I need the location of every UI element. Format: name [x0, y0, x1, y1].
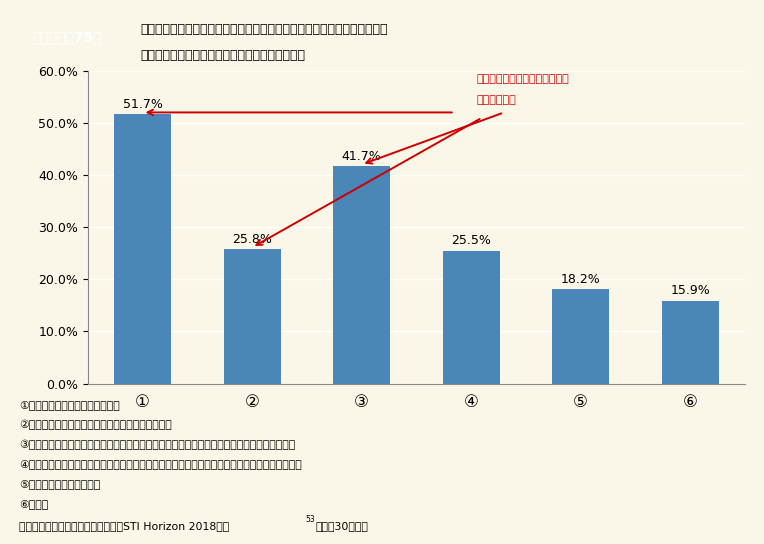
- Text: 戺る際のポストやその手続きに: 戺る際のポストやその手続きに: [477, 74, 569, 84]
- Text: ⑥その他: ⑥その他: [19, 499, 48, 509]
- Bar: [333, 166, 390, 384]
- Text: 弊害を感じる: 弊害を感じる: [477, 95, 516, 104]
- Text: 資料：科学技術・学術政策研究所『STI Horizon 2018夏号: 資料：科学技術・学術政策研究所『STI Horizon 2018夏号: [19, 522, 229, 531]
- Text: と又は感じたことは何ですか」に対する回答結果: と又は感じたことは何ですか」に対する回答結果: [141, 50, 306, 62]
- Text: 海外ポスドク経験者に対する問い「日本に戺る際に弊害となると感じるこ: 海外ポスドク経験者に対する問い「日本に戺る際に弊害となると感じるこ: [141, 23, 388, 36]
- Text: ⑤特に障害はないと感じる: ⑤特に障害はないと感じる: [19, 479, 100, 489]
- Text: 18.2%: 18.2%: [561, 273, 601, 286]
- Bar: [662, 301, 719, 384]
- Text: 53: 53: [305, 515, 315, 524]
- Text: 第１－１－75図: 第１－１－75図: [32, 30, 102, 44]
- Text: （平成30年）』: （平成30年）』: [316, 522, 368, 531]
- Bar: [552, 289, 609, 384]
- Text: 41.7%: 41.7%: [342, 150, 381, 163]
- Text: 25.5%: 25.5%: [452, 234, 491, 248]
- Text: 51.7%: 51.7%: [123, 98, 163, 111]
- Bar: [442, 251, 500, 384]
- Bar: [224, 249, 280, 384]
- Text: 25.8%: 25.8%: [232, 233, 272, 246]
- Text: ②戺る際のポストが自分の希望通りでないと感じる: ②戺る際のポストが自分の希望通りでないと感じる: [19, 419, 172, 430]
- Text: ①戺る際のポストがないと感じる: ①戺る際のポストがないと感じる: [19, 400, 120, 410]
- Text: ③手続き、タイミング等の理由により、戺る際に希望のポストにエントリーしにくいと感じる: ③手続き、タイミング等の理由により、戺る際に希望のポストにエントリーしにくいと感…: [19, 439, 296, 449]
- Bar: [114, 114, 171, 384]
- Text: ④海外の研究環境の方が良く、そもそも日本のポストを探すインセンティブが働かないと感じる: ④海外の研究環境の方が良く、そもそも日本のポストを探すインセンティブが働かないと…: [19, 459, 302, 469]
- Text: 15.9%: 15.9%: [670, 285, 710, 298]
